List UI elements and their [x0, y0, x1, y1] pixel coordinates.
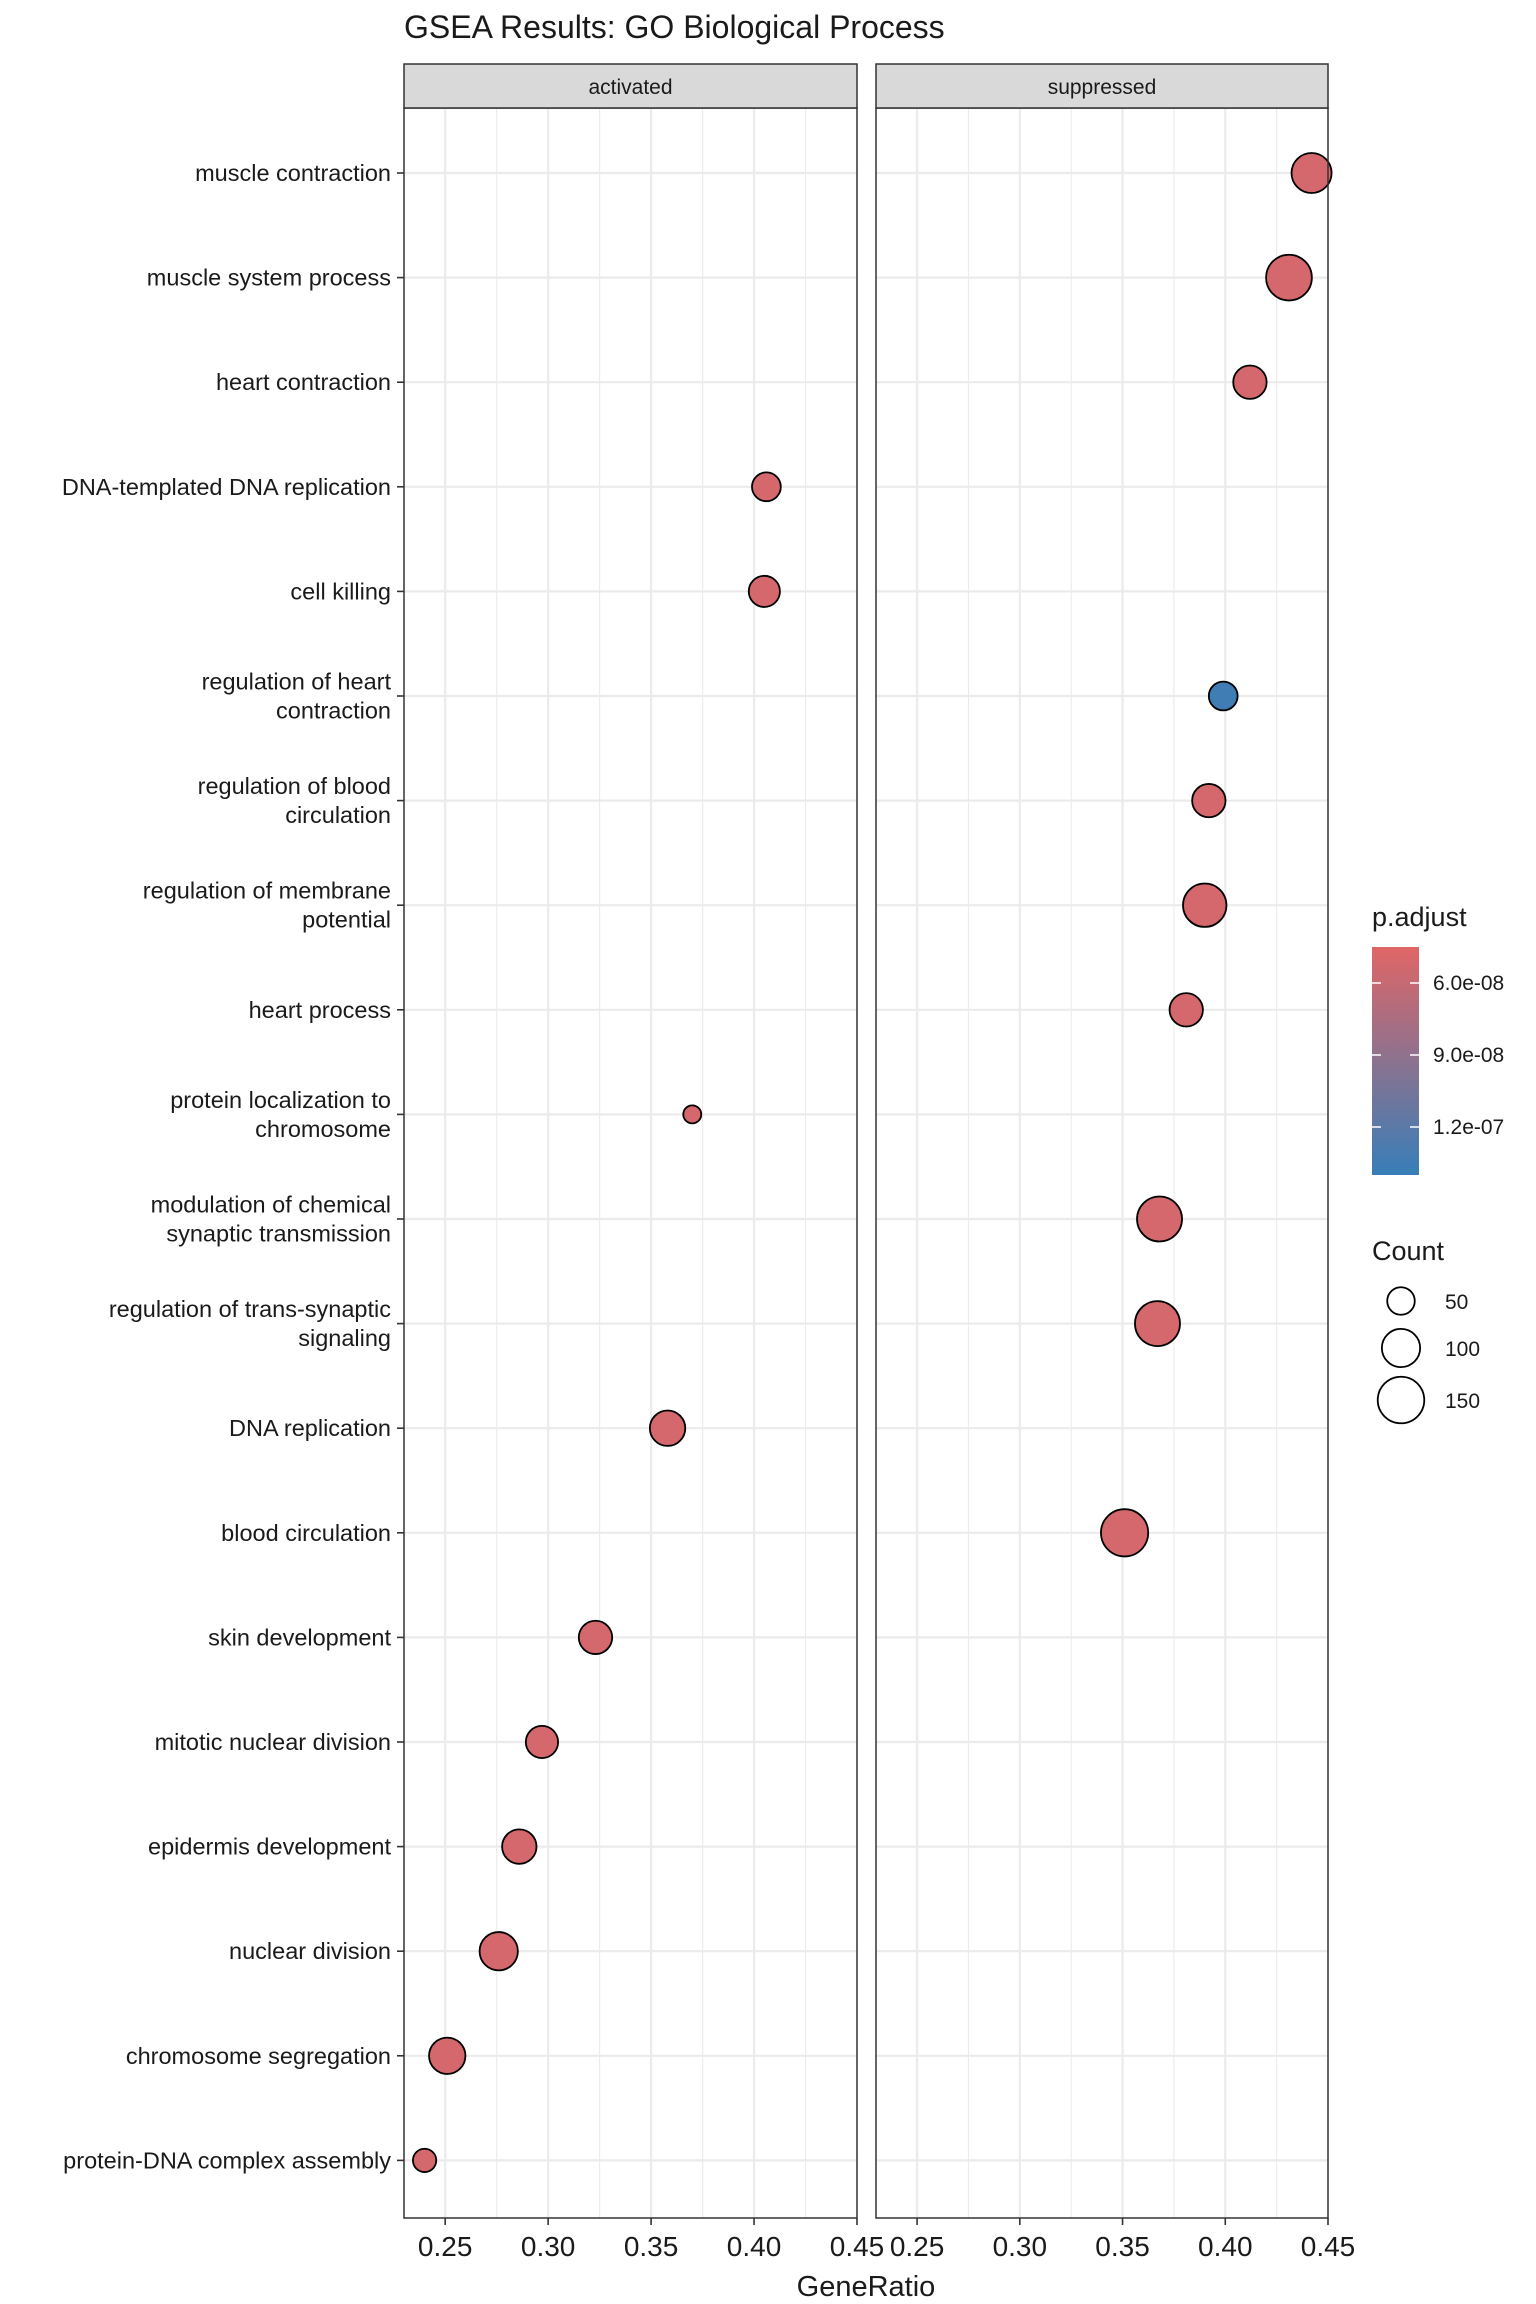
panel-suppressed-points — [1100, 152, 1333, 1558]
color-legend-bar — [1372, 947, 1419, 1175]
strip-activated-label: activated — [588, 76, 672, 99]
chart-title: GSEA Results: GO Biological Process — [404, 9, 945, 45]
point-regulation-of-blood-circulation — [1191, 783, 1227, 819]
point-heart-process — [1168, 992, 1204, 1028]
x-tick-label: 0.45 — [1301, 2231, 1356, 2262]
strip-activated — [403, 63, 858, 109]
panel-activated: activated — [403, 63, 858, 2219]
panel-suppressed-background — [876, 108, 1328, 2218]
x-tick-label: 0.40 — [727, 2231, 782, 2262]
point-protein-localization-to-chromosome — [682, 1104, 703, 1125]
y-tick-label: heart process — [249, 997, 391, 1023]
panel-activated-points — [412, 471, 782, 2173]
size-legend-label: 150 — [1445, 1390, 1480, 1413]
color-legend-tick-label: 9.0e-08 — [1433, 1044, 1504, 1067]
point-dna-templated-dna-replication — [751, 471, 782, 503]
strip-suppressed-label: suppressed — [1048, 76, 1157, 99]
point-dna-replication — [648, 1409, 687, 1447]
x-tick-label: 0.45 — [830, 2231, 885, 2262]
point-epidermis-development — [501, 1828, 538, 1865]
y-tick-label: signaling — [298, 1325, 391, 1351]
point-protein-dna-complex-assembly — [412, 2147, 438, 2173]
y-tick-label: cell killing — [290, 578, 391, 604]
panel-activated-grid — [404, 108, 857, 2218]
y-tick-label: regulation of blood — [198, 773, 391, 799]
y-tick-label: nuclear division — [229, 1938, 391, 1964]
y-tick-label: circulation — [285, 802, 391, 828]
y-tick-label: potential — [302, 907, 391, 933]
color-legend-tick-label: 6.0e-08 — [1433, 972, 1504, 995]
point-skin-development — [577, 1619, 614, 1655]
x-tick-label: 0.35 — [624, 2231, 679, 2262]
y-tick-label: chromosome — [255, 1116, 391, 1142]
x-tick-label: 0.35 — [1095, 2231, 1150, 2262]
point-heart-contraction — [1232, 364, 1268, 400]
x-axis: 0.25 0.30 0.35 0.40 0.45 0.25 0.30 0.35 0.40 0.45 — [418, 2218, 1355, 2262]
size-legend-label: 100 — [1445, 1338, 1480, 1361]
color-legend-tick-label: 1.2e-07 — [1433, 1116, 1504, 1139]
size-legend-title: Count — [1372, 1236, 1445, 1266]
size-legend-label: 50 — [1445, 1291, 1468, 1314]
x-tick-label: 0.30 — [521, 2231, 576, 2262]
point-mitotic-nuclear-division — [524, 1724, 560, 1760]
x-tick-label: 0.25 — [418, 2231, 473, 2262]
point-muscle-contraction — [1290, 152, 1333, 194]
point-chromosome-segregation — [428, 2036, 467, 2075]
y-tick-label: epidermis development — [148, 1834, 391, 1860]
y-tick-label: chromosome segregation — [126, 2043, 391, 2069]
size-legend: Count 50 100 150 — [1372, 1236, 1480, 1425]
y-tick-label: DNA-templated DNA replication — [62, 474, 391, 500]
y-tick-label: DNA replication — [229, 1415, 391, 1441]
y-tick-label: heart contraction — [216, 369, 391, 395]
x-tick-label: 0.30 — [993, 2231, 1048, 2262]
panel-activated-background — [404, 108, 857, 2218]
strip-suppressed — [875, 63, 1329, 109]
y-tick-label: modulation of chemical — [151, 1192, 391, 1218]
y-tick-label: contraction — [276, 698, 391, 724]
point-regulation-of-trans-synaptic-signaling — [1134, 1300, 1181, 1348]
point-regulation-of-membrane-potential — [1182, 882, 1228, 928]
y-tick-label: protein-DNA complex assembly — [63, 2147, 391, 2173]
x-tick-label: 0.40 — [1198, 2231, 1253, 2262]
y-axis: muscle contraction muscle system process h… — [62, 160, 404, 2173]
size-legend-keys: 50 100 150 — [1376, 1286, 1480, 1425]
y-tick-label: muscle contraction — [195, 160, 391, 186]
color-legend-ticks: 6.0e-08 9.0e-08 1.2e-07 — [1372, 972, 1504, 1139]
y-tick-label: muscle system process — [147, 265, 391, 291]
x-tick-label: 0.25 — [890, 2231, 945, 2262]
y-tick-label: synaptic transmission — [166, 1221, 391, 1247]
panel-suppressed: suppressed — [875, 63, 1333, 2219]
point-modulation-of-chemical-synaptic-transmission — [1136, 1195, 1183, 1243]
y-tick-label: regulation of trans-synaptic — [109, 1296, 391, 1322]
size-legend-key — [1376, 1375, 1426, 1425]
point-muscle-system-process — [1265, 253, 1313, 302]
y-tick-label: protein localization to — [170, 1087, 391, 1113]
y-tick-label: blood circulation — [221, 1520, 391, 1546]
y-tick-label: skin development — [208, 1624, 391, 1650]
y-tick-label: mitotic nuclear division — [155, 1729, 391, 1755]
point-blood-circulation — [1100, 1508, 1150, 1558]
point-regulation-of-heart-contraction — [1207, 680, 1239, 712]
color-legend-title: p.adjust — [1372, 902, 1467, 932]
x-axis-title: GeneRatio — [797, 2271, 936, 2303]
size-legend-key — [1380, 1327, 1422, 1369]
size-legend-key — [1386, 1286, 1416, 1316]
point-cell-killing — [747, 574, 781, 608]
color-legend: p.adjust 6.0e-08 9.0e-08 1.2e-07 — [1372, 902, 1504, 1175]
point-nuclear-division — [478, 1931, 519, 1972]
y-tick-label: regulation of heart — [202, 669, 392, 695]
y-tick-label: regulation of membrane — [143, 878, 391, 904]
